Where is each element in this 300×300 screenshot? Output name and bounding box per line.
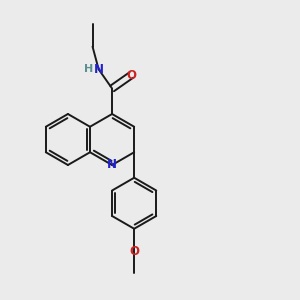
Text: O: O [129, 245, 139, 258]
Text: O: O [126, 68, 136, 82]
Text: N: N [94, 63, 103, 76]
Text: H: H [84, 64, 94, 74]
Text: N: N [107, 158, 117, 172]
